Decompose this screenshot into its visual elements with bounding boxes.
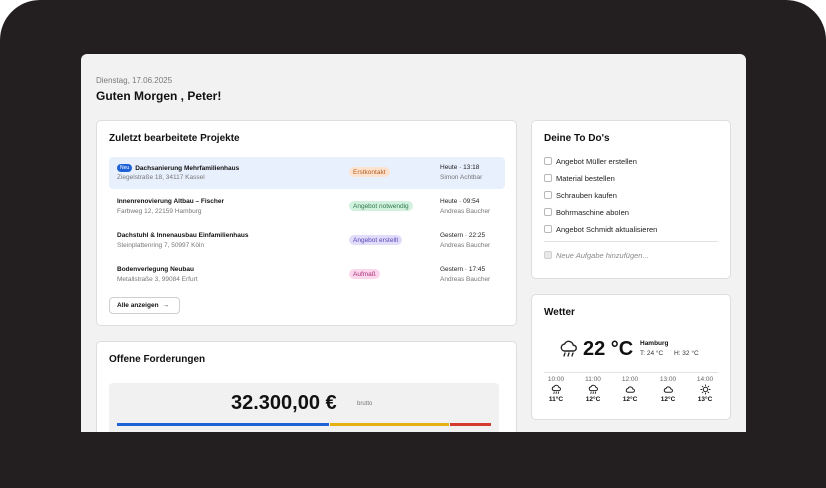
dashboard-window: Dienstag, 17.06.2025 Guten Morgen , Pete… [81,54,746,432]
claims-bar-segment [330,423,450,426]
hourly-forecast: 13:00 12°C [656,376,680,403]
project-address: Farbweg 12, 22159 Hamburg [117,208,202,215]
todo-item[interactable]: Bohrmaschine aboIen [544,208,629,217]
new-todo-checkbox [544,251,552,259]
claims-amount: 32.300,00 € [231,392,337,414]
show-all-button[interactable]: Alle anzeigen → [109,297,180,314]
show-all-label: Alle anzeigen [117,302,159,309]
project-name: Dachsanierung Mehrfamilienhaus [135,165,240,172]
todo-checkbox[interactable] [544,191,552,199]
weather-city: Hamburg [640,340,669,347]
new-badge: Neu [117,164,133,172]
hourly-forecast: 14:00 13°C [693,376,717,403]
hour-temp: 12°C [660,396,676,403]
claims-bar-segment [450,423,491,426]
open-claims-title: Offene Forderungen [109,354,206,365]
project-row[interactable]: Dachstuhl & Innenausbau Einfamilienhaus … [109,225,505,257]
sun-icon [693,384,717,395]
status-badge: Angebot notwendig [349,201,413,211]
project-time: Gestern · 17:45 [440,266,486,273]
project-address: Ziegelstraße 18, 34117 Kassel [117,174,205,181]
project-row[interactable]: Innenrenovierung Altbau – Fischer Farbwe… [109,191,505,223]
hour-time: 13:00 [659,376,677,383]
todo-label: Schrauben kaufen [556,191,617,200]
todo-checkbox[interactable] [544,157,552,165]
claims-progress-bar [117,423,491,426]
cloud-icon [656,384,680,395]
project-name: Dachstuhl & Innenausbau Einfamilienhaus [117,232,249,239]
project-row[interactable]: Neu Dachsanierung Mehrfamilienhaus Ziegel… [109,157,505,189]
project-address: Steinplattenring 7, 50997 Köln [117,242,205,249]
greeting-heading: Guten Morgen , Peter! [96,89,222,103]
rain-cloud-icon [559,339,579,364]
project-person: Andreas Baucher [440,276,491,283]
hour-time: 10:00 [547,376,565,383]
project-time: Heute · 09:54 [440,198,480,205]
weather-divider [544,372,718,373]
claims-amount-box: 32.300,00 € brutto [109,383,499,432]
project-row[interactable]: Bodenverlegung Neubau Metallstraße 3, 99… [109,259,505,291]
project-person: Simon Achtbar [440,174,483,181]
todo-item[interactable]: Angebot Müller erstellen [544,157,637,166]
todo-label: Bohrmaschine aboIen [556,208,629,217]
new-todo-input[interactable]: Neue Aufgabe hinzufügen... [544,251,649,260]
temp-high: H: 32 °C [674,350,699,357]
hourly-forecast: 12:00 12°C [618,376,642,403]
new-todo-placeholder: Neue Aufgabe hinzufügen... [556,251,649,260]
todo-label: Material bestellen [556,174,615,183]
hour-temp: 12°C [622,396,638,403]
hour-time: 11:00 [585,376,601,383]
project-person: Andreas Baucher [440,242,491,249]
hour-temp: 12°C [585,396,601,403]
hour-temp: 13°C [697,396,713,403]
weather-title: Wetter [544,307,575,318]
arrow-right-icon: → [162,302,170,309]
hour-time: 14:00 [696,376,714,383]
temp-low: T: 24 °C [640,350,664,357]
project-person: Andreas Baucher [440,208,491,215]
todo-checkbox[interactable] [544,208,552,216]
todo-label: Angebot Schmidt aktualisieren [556,225,658,234]
rain-cloud-icon [581,384,605,395]
project-name: Bodenverlegung Neubau [117,266,194,273]
todo-card: Deine To Do's Angebot Müller erstellen M… [531,120,731,279]
todo-checkbox[interactable] [544,225,552,233]
hour-time: 12:00 [621,376,639,383]
hour-temp: 11°C [548,396,564,403]
todo-item[interactable]: Angebot Schmidt aktualisieren [544,225,657,234]
todo-divider [544,241,718,242]
recent-projects-card: Zuletzt bearbeitete Projekte Neu Dachsani… [96,120,517,326]
project-name: Innenrenovierung Altbau – Fischer [117,198,225,205]
status-badge: Angebot erstellt [349,235,403,245]
todo-label: Angebot Müller erstellen [556,157,637,166]
hourly-forecast: 11:00 12°C [581,376,605,403]
project-time: Heute · 13:18 [440,164,480,171]
current-temperature: 22 °C [583,338,634,360]
claims-amount-suffix: brutto [357,401,373,407]
current-date: Dienstag, 17.06.2025 [96,76,173,85]
rain-cloud-icon [544,384,568,395]
claims-bar-segment [117,423,330,426]
todo-title: Deine To Do's [544,133,610,144]
status-badge: Aufmaß [349,269,380,279]
project-address: Metallstraße 3, 99084 Erfurt [117,276,198,283]
recent-projects-title: Zuletzt bearbeitete Projekte [109,133,240,144]
open-claims-card: Offene Forderungen 32.300,00 € brutto [96,341,517,432]
project-time: Gestern · 22:25 [440,232,486,239]
hourly-forecast: 10:00 11°C [544,376,568,403]
todo-item[interactable]: Material bestellen [544,174,615,183]
cloud-icon [618,384,642,395]
todo-item[interactable]: Schrauben kaufen [544,191,617,200]
weather-card: Wetter 22 °C Hamburg T: 24 °C H: 32 °C 1… [531,294,731,420]
status-badge: Erstkontakt [349,167,390,177]
todo-checkbox[interactable] [544,174,552,182]
